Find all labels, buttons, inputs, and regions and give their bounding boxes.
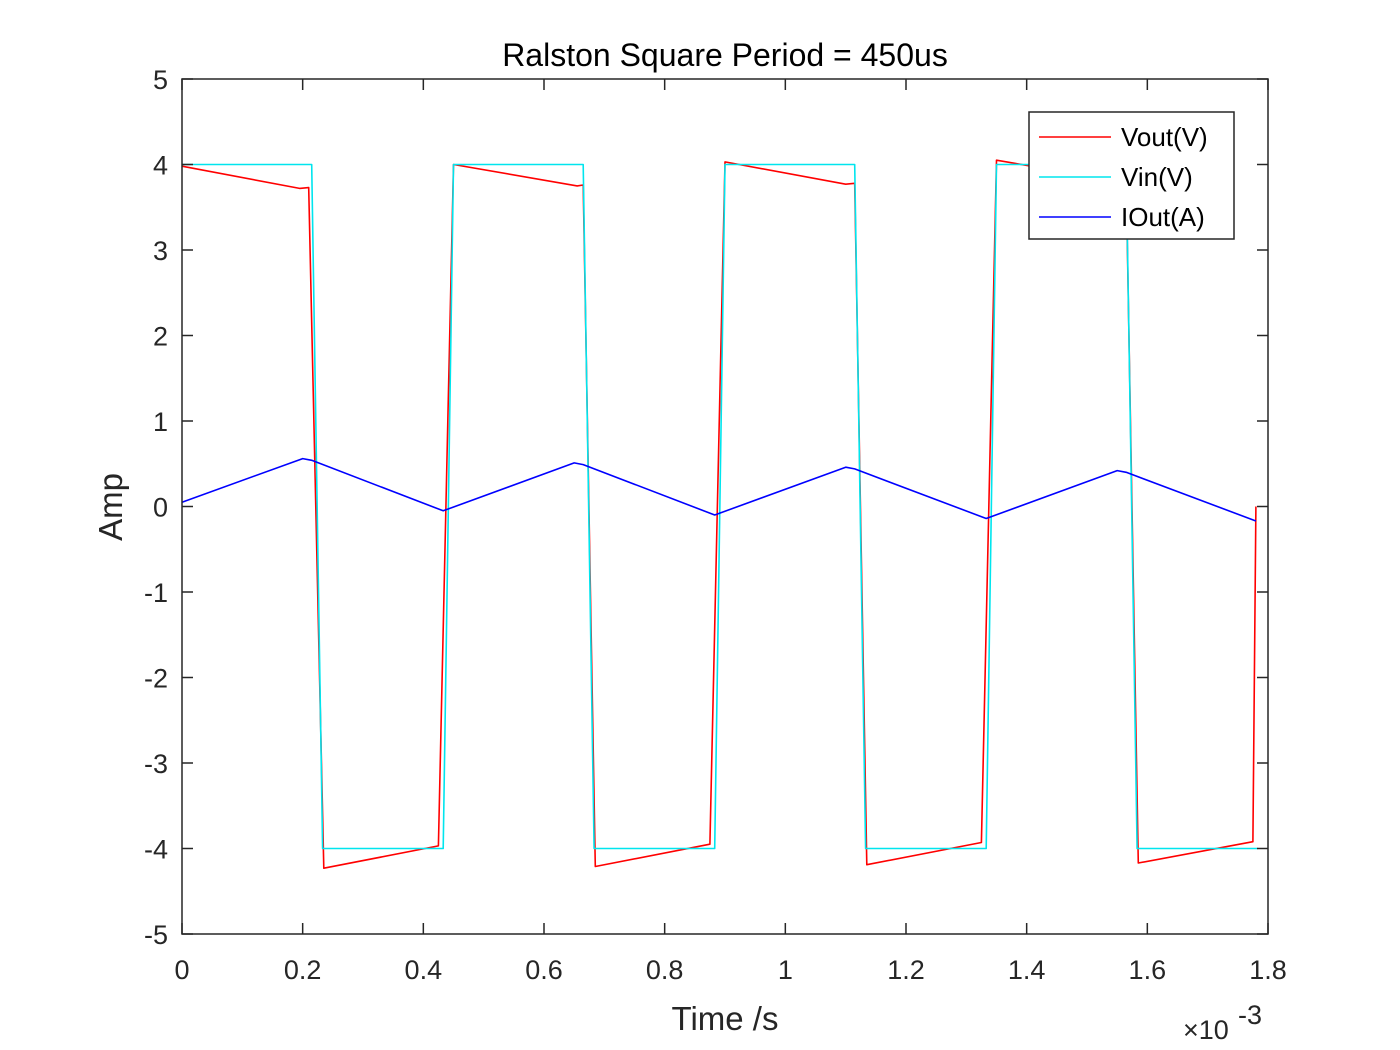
- x-tick-label: 0.4: [405, 955, 443, 985]
- x-tick-label: 0.2: [284, 955, 322, 985]
- x-tick-label: 1.4: [1008, 955, 1046, 985]
- y-tick-label: -5: [144, 920, 168, 950]
- y-tick-label: 2: [153, 322, 168, 352]
- y-tick-label: 5: [153, 65, 168, 95]
- x-tick-label: 1.6: [1129, 955, 1167, 985]
- x-tick-label: 1.2: [887, 955, 925, 985]
- y-tick-label: 3: [153, 236, 168, 266]
- y-axis-label: Amp: [92, 473, 129, 541]
- x-tick-label: 1: [778, 955, 793, 985]
- y-tick-label: -4: [144, 835, 168, 865]
- x-exponent: ×10: [1183, 1015, 1229, 1045]
- legend-label-1: Vin(V): [1121, 162, 1193, 192]
- y-tick-label: -3: [144, 749, 168, 779]
- y-tick-label: 0: [153, 493, 168, 523]
- x-tick-label: 0.8: [646, 955, 684, 985]
- x-tick-label: 1.8: [1249, 955, 1287, 985]
- y-tick-label: 1: [153, 407, 168, 437]
- legend-label-0: Vout(V): [1121, 122, 1208, 152]
- x-axis-label: Time /s: [672, 1000, 779, 1037]
- legend: Vout(V) Vin(V) IOut(A): [1029, 112, 1234, 239]
- x-tick-label: 0.6: [525, 955, 563, 985]
- x-exponent-power: -3: [1238, 1000, 1262, 1030]
- x-tick-label: 0: [174, 955, 189, 985]
- y-tick-label: 4: [153, 151, 168, 181]
- chart-title: Ralston Square Period = 450us: [502, 37, 948, 73]
- x-exponent-base: ×10: [1183, 1015, 1229, 1045]
- legend-label-2: IOut(A): [1121, 202, 1205, 232]
- y-tick-label: -1: [144, 578, 168, 608]
- y-tick-label: -2: [144, 664, 168, 694]
